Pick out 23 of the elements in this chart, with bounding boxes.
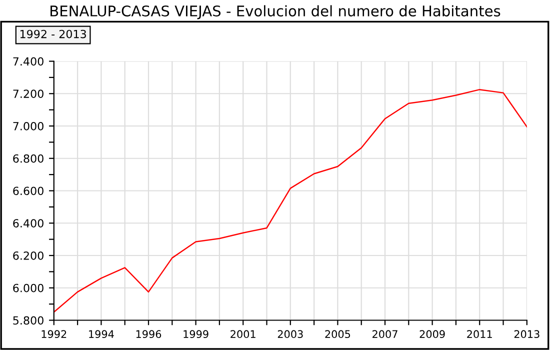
y-tick-label: 6.800 <box>13 154 44 163</box>
x-tick-label: 2007 <box>372 330 398 338</box>
chart-title: BENALUP-CASAS VIEJAS - Evolucion del numero de Habitantes <box>50 5 500 20</box>
x-tick-label: 1994 <box>89 330 114 338</box>
line-series <box>54 88 527 313</box>
y-tick-label: 7.000 <box>13 122 44 130</box>
chart-subtitle: 1992 - 2013 <box>20 30 86 38</box>
y-tick-label: 5.800 <box>13 316 44 325</box>
x-tick-label: 2013 <box>514 330 540 338</box>
x-tick-label: 1996 <box>136 330 162 338</box>
y-tick-label: 6.000 <box>13 284 44 292</box>
x-tick-label: 2003 <box>278 330 303 338</box>
x-tick-label: 1999 <box>184 330 208 338</box>
x-tick-label: 2011 <box>467 330 492 338</box>
x-tick-label: 1992 <box>42 330 66 338</box>
y-tick-label: 6.200 <box>13 251 44 260</box>
y-tick-label: 6.400 <box>13 219 44 228</box>
x-tick-label: 2005 <box>325 330 350 338</box>
y-tick-label: 6.600 <box>13 186 44 196</box>
y-tick-label: 7.400 <box>13 57 44 66</box>
x-tick-label: 2001 <box>230 330 256 338</box>
x-tick-label: 2009 <box>420 330 445 338</box>
y-tick-label: 7.200 <box>13 90 44 98</box>
